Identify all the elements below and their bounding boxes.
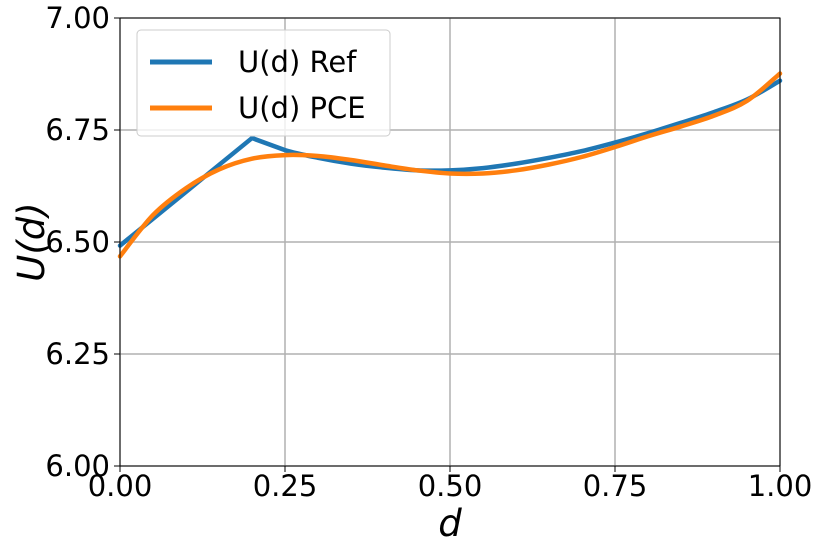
legend: U(d) Ref U(d) PCE	[136, 29, 391, 137]
y-tick-label: 7.00	[45, 1, 110, 35]
legend-label-pce: U(d) PCE	[238, 91, 366, 125]
series-line-pce	[117, 71, 783, 259]
x-tick-label: 0.50	[418, 469, 483, 503]
x-tick-label: 0.00	[88, 469, 153, 503]
tick-labels: 0.00 0.25 0.50 0.75 1.00 6.00 6.25 6.50 6.75 7.00	[45, 1, 812, 503]
x-tick-label: 0.75	[583, 469, 648, 503]
legend-label-ref: U(d) Ref	[238, 45, 357, 79]
x-axis-label: d	[438, 502, 462, 545]
series-line-ref	[117, 78, 783, 248]
y-axis-label: U(d)	[10, 202, 53, 281]
x-tick-label: 0.25	[253, 469, 318, 503]
y-tick-label: 6.50	[45, 225, 110, 259]
series-group	[117, 71, 783, 259]
y-tick-label: 6.00	[45, 449, 110, 483]
x-tick-label: 1.00	[748, 469, 813, 503]
y-tick-label: 6.75	[45, 113, 110, 147]
y-tick-label: 6.25	[45, 337, 110, 371]
